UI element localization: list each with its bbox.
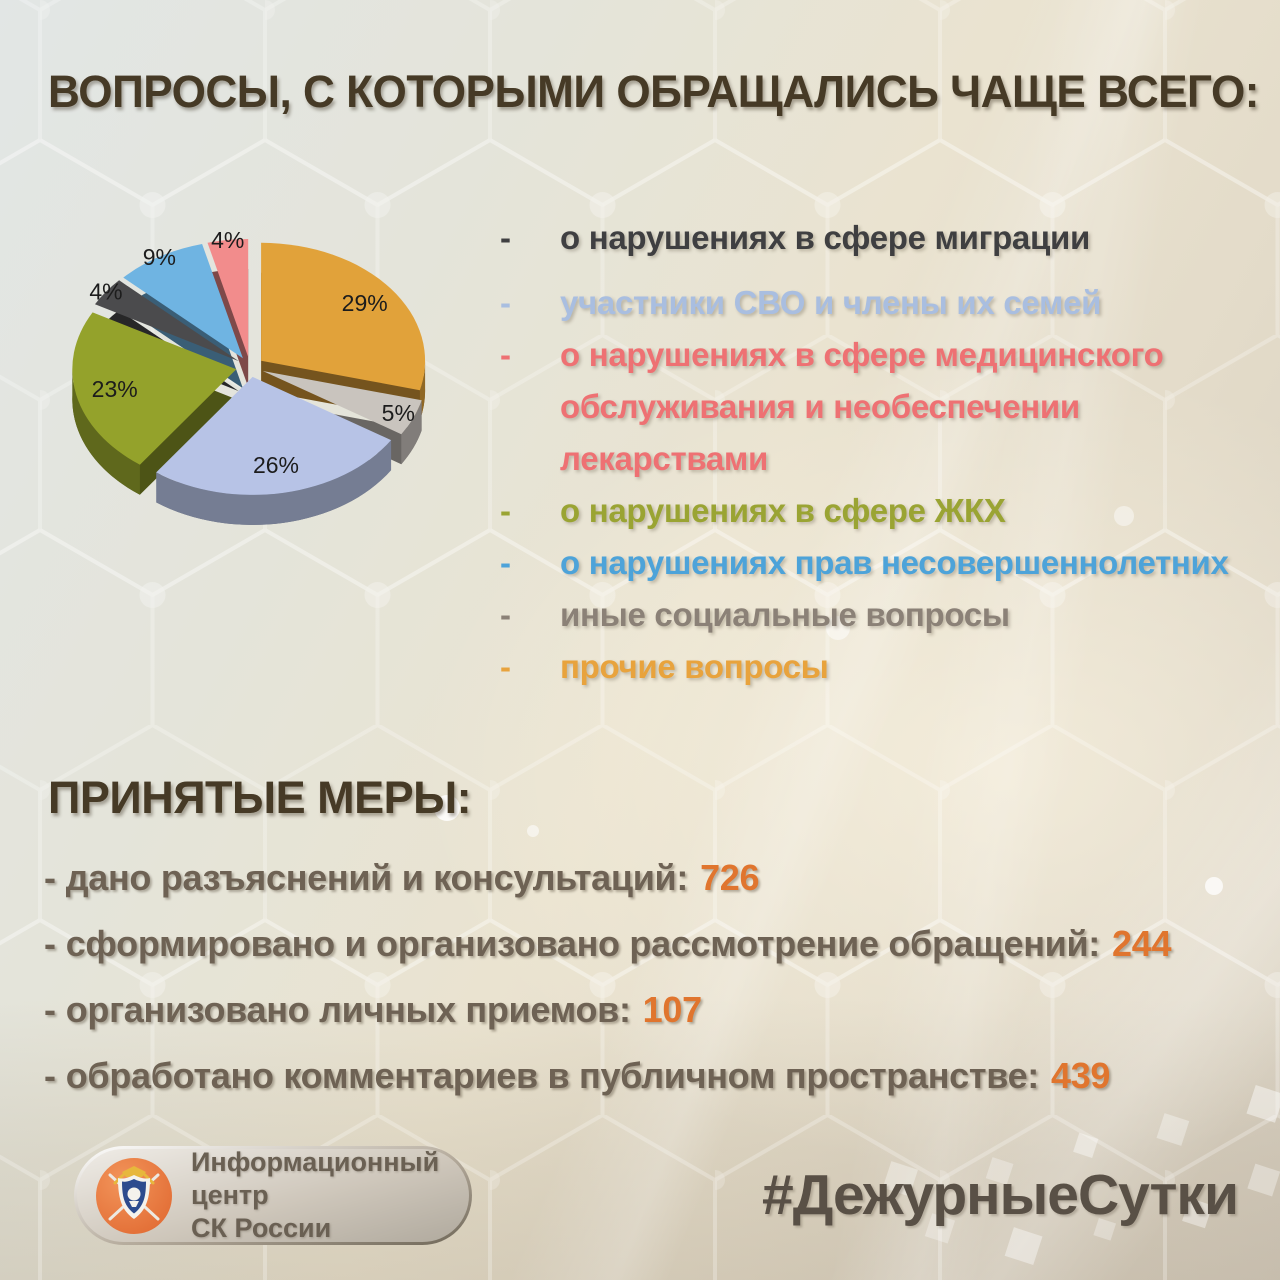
pie-slice-wall [156,440,392,525]
pie-slice [72,312,237,465]
legend-bullet: - [500,492,511,529]
legend-item: - участники СВО и члены их семей [492,277,1238,329]
pixel-squares-decor [882,1084,1280,1265]
measure-bullet: - [44,1055,56,1096]
legend-item: - о нарушениях в сфере ЖКХ [492,485,1238,537]
legend-bullet: - [500,544,511,581]
measure-bullet: - [44,923,56,964]
legend-item: - о нарушениях прав несовершеннолетних [492,537,1238,589]
pie-slice-label: 4% [89,279,122,305]
pie-slice-label: 26% [253,452,299,478]
logo-text-line2: СК России [191,1212,332,1243]
measure-label: сформировано и организовано рассмотрение… [65,923,1101,964]
pie-slice [95,280,239,362]
legend-bullet: - [500,648,511,685]
measure-value: 439 [1050,1055,1111,1096]
measure-label: обработано комментариев в публичном прос… [65,1055,1040,1096]
legend-label: о нарушениях в сфере миграции [560,219,1090,256]
pie-slice-label: 5% [382,400,415,426]
legend-item: - о нарушениях в сфере медицинского обслу… [492,329,1238,485]
pie-chart: 29% 5% 26% 23% 4% 9% 4% [72,227,426,525]
pie-slice [261,242,426,391]
measure-item: - сформировано и организовано рассмотрени… [44,911,1264,977]
legend-item: - иные социальные вопросы [492,589,1238,641]
measure-item: - организовано личных приемов: 107 [44,977,1264,1043]
pie-slice-label: 29% [342,290,388,316]
measure-value: 726 [700,857,760,898]
legend-label: о нарушениях в сфере ЖКХ [560,492,1006,529]
measures-list: - дано разъяснений и консультаций: 726- сфо… [44,845,1264,1109]
pie-slice-label: 23% [92,376,138,402]
pie-slice [262,371,422,435]
measure-bullet: - [44,989,56,1030]
legend-bullet: - [500,596,511,633]
legend-bullet: - [500,336,511,373]
pie-slice-label: 4% [211,227,244,253]
logo-badge: Информационный центр СК России [74,1146,472,1245]
legend-item: - прочие вопросы [492,641,1238,693]
pie-slice [207,239,249,357]
legend-label: участники СВО и члены их семей [560,284,1102,321]
hashtag: #ДежурныеСутки [762,1163,1239,1227]
legend-item: - о нарушениях в сфере миграции [492,212,1238,264]
page-title: ВОПРОСЫ, С КОТОРЫМИ ОБРАЩАЛИСЬ ЧАЩЕ ВСЕГ… [48,66,1260,117]
measure-value: 107 [642,989,702,1030]
measures-title: ПРИНЯТЫЕ МЕРЫ: [48,772,472,823]
chart-legend: - о нарушениях в сфере миграции - участники… [492,212,1238,693]
pie-slice-wall [72,369,140,495]
legend-label: прочие вопросы [560,648,829,685]
measure-bullet: - [44,857,56,898]
logo-badge-inner: Информационный центр СК России [77,1146,469,1245]
measure-item: - дано разъяснений и консультаций: 726 [44,845,1264,911]
sk-russia-emblem-icon [96,1157,172,1234]
legend-bullet: - [500,219,511,256]
pie-slice [123,244,243,359]
pie-slice-wall [401,400,422,465]
bokeh-dots-decor [434,506,1223,895]
legend-label: о нарушениях в сфере медицинского обслуж… [560,336,1164,477]
measure-item: - обработано комментариев в публичном про… [44,1043,1264,1109]
measure-value: 244 [1112,923,1172,964]
measure-label: организовано личных приемов: [65,989,631,1030]
legend-label: иные социальные вопросы [560,596,1010,633]
measure-label: дано разъяснений и консультаций: [65,857,689,898]
pie-slice [156,376,392,495]
legend-bullet: - [500,284,511,321]
pie-slice-label: 9% [143,244,176,270]
legend-label: о нарушениях прав несовершеннолетних [560,544,1229,581]
logo-text: Информационный центр СК России [191,1146,451,1245]
logo-text-line1: Информационный центр [191,1147,440,1211]
